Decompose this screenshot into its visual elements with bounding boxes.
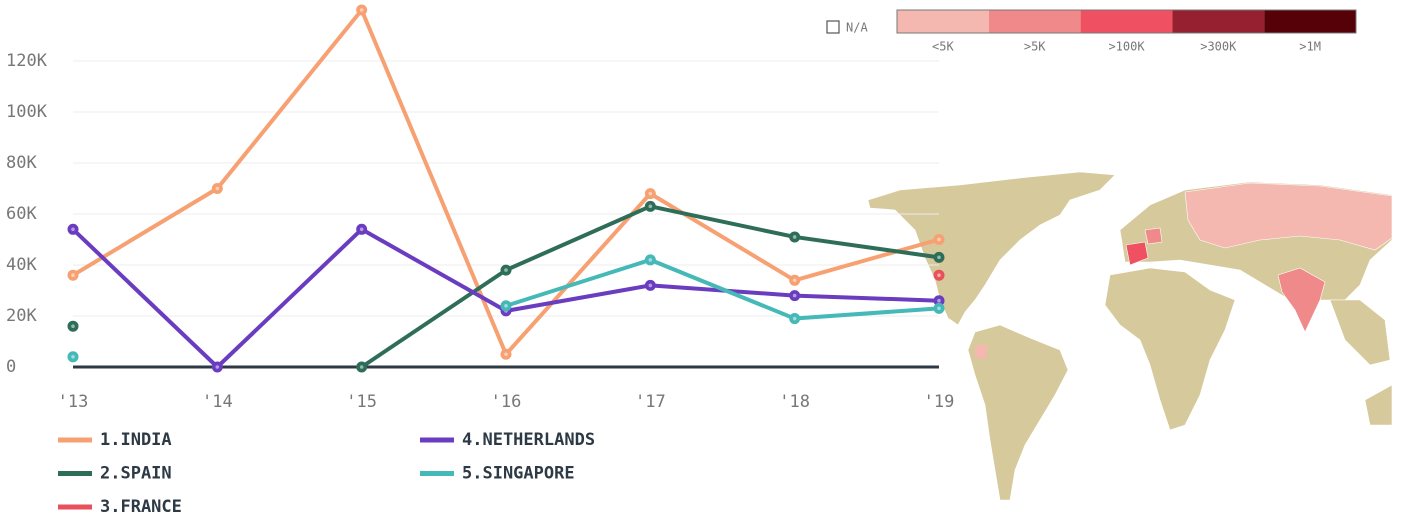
y-tick-label: 80K [6, 153, 37, 173]
africa [1104, 267, 1236, 431]
data-point-center [215, 186, 220, 191]
data-point-center [937, 255, 941, 260]
world-map [867, 171, 1393, 501]
peru [975, 345, 988, 360]
data-point-center [71, 273, 75, 278]
scale-label: >300K [1200, 40, 1237, 54]
data-point-center [792, 278, 797, 283]
scale-label: >5K [1024, 40, 1046, 54]
x-tick-label: '14 [202, 392, 233, 412]
data-point-center [792, 316, 797, 321]
scale-label: <5K [932, 40, 954, 54]
southeast-asia [1329, 299, 1391, 366]
data-point-center [937, 237, 941, 242]
data-point-center [504, 268, 508, 272]
data-point-center [359, 227, 364, 232]
scale-swatch [1264, 10, 1356, 33]
x-tick-label: '15 [346, 392, 377, 412]
data-point-center [648, 258, 653, 262]
france [1144, 227, 1163, 245]
x-tick-label: '19 [924, 392, 955, 412]
y-tick-label: 100K [6, 102, 48, 122]
data-point-center [648, 283, 653, 288]
data-point-center [792, 293, 797, 298]
data-point-center [792, 235, 797, 239]
south-america [967, 324, 1069, 501]
data-point-center [937, 273, 941, 278]
data-point-center [359, 8, 364, 12]
india [1277, 267, 1326, 333]
legend-label: 4.NETHERLANDS [462, 430, 595, 450]
data-point-center [648, 204, 653, 209]
scale-swatch [988, 10, 1081, 33]
plot: 0 20K 40K 60K 80K 100K 120K '13 '14 '15 '16 '17 '18 '… [6, 4, 1357, 517]
y-tick-label: 60K [6, 204, 37, 224]
scale-border [896, 9, 1357, 34]
scale-swatch [1080, 10, 1173, 33]
na-label: N/A [846, 21, 868, 35]
y-tick-label: 40K [6, 255, 37, 275]
y-tick-label: 120K [6, 51, 48, 71]
x-tick-label: '17 [635, 392, 666, 412]
data-point-center [71, 227, 75, 232]
australia [1364, 384, 1393, 426]
data-point-center [937, 298, 941, 303]
spain [1125, 241, 1149, 266]
series-line [71, 227, 940, 369]
legend-label: 2.SPAIN [100, 464, 172, 484]
na-box [826, 20, 840, 34]
legend-label: 5.SINGAPORE [462, 464, 575, 484]
data-point-center [504, 304, 508, 308]
x-tick-label: '18 [779, 392, 810, 412]
legend-label: 3.FRANCE [100, 497, 182, 517]
data-point-center [504, 352, 508, 357]
series-line [505, 257, 940, 321]
data-point-center [71, 355, 75, 359]
data-point-center [648, 191, 653, 196]
legend-label: 1.INDIA [100, 430, 172, 450]
y-tick-label: 20K [6, 306, 37, 326]
data-point-center [359, 365, 364, 369]
russia [1184, 182, 1393, 251]
data-point-center [215, 365, 220, 369]
scale-swatch [897, 10, 989, 33]
data-point-center [937, 306, 941, 311]
y-tick-label: 0 [6, 357, 16, 377]
x-tick-label: '13 [58, 392, 89, 412]
data-point-center [71, 324, 75, 329]
scale-label: >100K [1108, 40, 1145, 54]
scale-swatch [1172, 10, 1265, 33]
x-tick-label: '16 [491, 392, 522, 412]
scale-label: >1M [1299, 40, 1321, 54]
